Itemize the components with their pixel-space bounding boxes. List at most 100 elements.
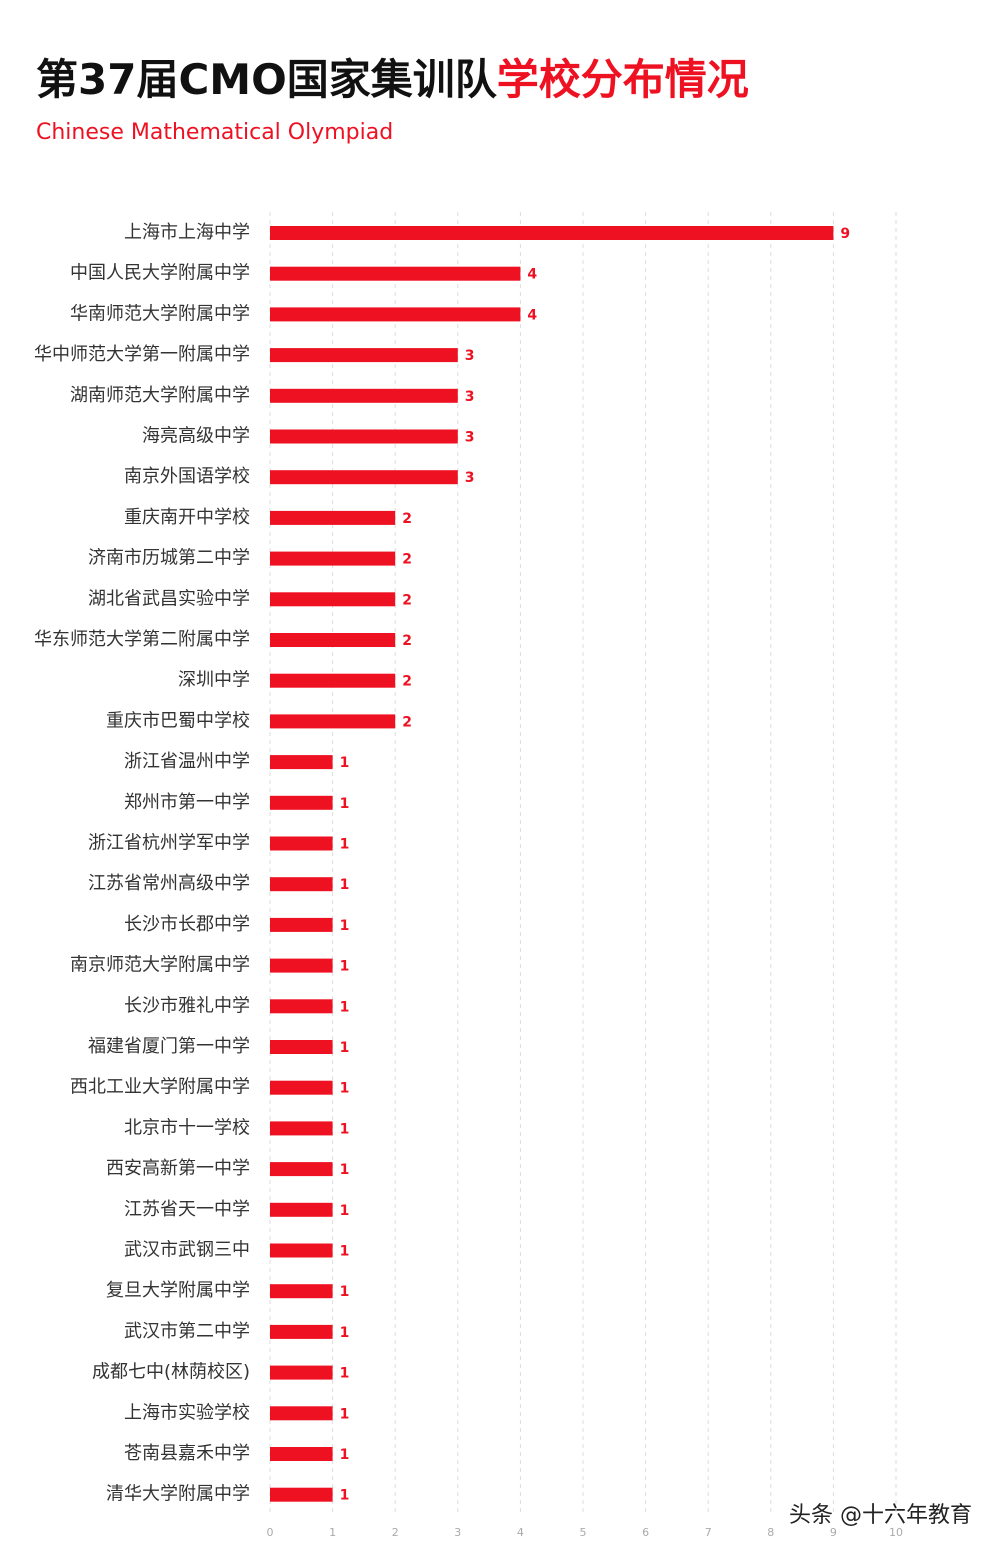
category-label: 武汉市第二中学 [124, 1321, 250, 1342]
category-label: 西安高新第一中学 [106, 1158, 250, 1179]
x-tick-label: 9 [830, 1526, 837, 1539]
bar [270, 1487, 333, 1502]
x-tick-label: 2 [392, 1526, 399, 1539]
category-label: 深圳中学 [178, 670, 250, 691]
bar [270, 1365, 333, 1380]
bar [270, 592, 396, 607]
bar [270, 1284, 333, 1299]
x-tick-label: 6 [642, 1526, 649, 1539]
bar [270, 877, 333, 892]
value-label: 4 [527, 267, 537, 283]
title-part: 学校分布情况 [497, 55, 749, 104]
value-label: 1 [340, 1081, 350, 1097]
category-label: 湖北省武昌实验中学 [88, 588, 250, 609]
bar [270, 1243, 333, 1258]
bar [270, 429, 458, 444]
value-label: 1 [340, 1040, 350, 1056]
bar [270, 1406, 333, 1421]
bar [270, 1121, 333, 1136]
value-label: 1 [340, 1284, 350, 1300]
bar [270, 266, 521, 281]
value-label: 1 [340, 1203, 350, 1219]
watermark: 头条 @十六年教育 [789, 1503, 972, 1528]
bar [270, 1324, 333, 1339]
value-label: 2 [402, 511, 412, 527]
value-label: 1 [340, 1162, 350, 1178]
category-label: 济南市历城第二中学 [88, 548, 250, 569]
x-tick-label: 10 [889, 1526, 903, 1539]
value-label: 3 [465, 389, 475, 405]
bar [270, 1162, 333, 1177]
bar [270, 510, 396, 525]
chart-title: 第37届CMO国家集训队学校分布情况 [36, 55, 749, 104]
bar [270, 714, 396, 729]
category-label: 浙江省温州中学 [124, 751, 250, 772]
x-tick-label: 1 [329, 1526, 336, 1539]
bar [270, 755, 333, 770]
value-label: 1 [340, 755, 350, 771]
bar [270, 551, 396, 566]
bar [270, 1447, 333, 1461]
x-tick-label: 5 [580, 1526, 587, 1539]
value-label: 1 [340, 1244, 350, 1260]
value-label: 9 [840, 226, 850, 242]
bar [270, 795, 333, 810]
bar [270, 348, 458, 363]
category-label: 北京市十一学校 [124, 1117, 250, 1138]
category-label: 复旦大学附属中学 [106, 1280, 250, 1301]
bar [270, 226, 834, 240]
bar [270, 1202, 333, 1217]
value-label: 3 [465, 430, 475, 446]
bar [270, 999, 333, 1014]
category-label: 福建省厦门第一中学 [88, 1036, 250, 1057]
value-label: 1 [340, 918, 350, 934]
value-label: 1 [340, 1325, 350, 1341]
category-label: 江苏省天一中学 [124, 1199, 250, 1220]
category-label: 重庆市巴蜀中学校 [106, 710, 250, 731]
category-label: 南京师范大学附属中学 [70, 955, 250, 976]
bar [270, 917, 333, 932]
category-label: 南京外国语学校 [124, 466, 250, 487]
category-label: 浙江省杭州学军中学 [88, 833, 250, 854]
bar [270, 836, 333, 851]
category-label: 上海市实验学校 [124, 1402, 250, 1423]
x-tick-label: 0 [267, 1526, 274, 1539]
bar [270, 307, 521, 322]
value-label: 1 [340, 877, 350, 893]
value-label: 2 [402, 674, 412, 690]
value-label: 1 [340, 796, 350, 812]
category-label: 华东师范大学第二附属中学 [34, 629, 250, 650]
category-label: 华中师范大学第一附属中学 [34, 344, 250, 365]
value-label: 2 [402, 633, 412, 649]
category-label: 重庆南开中学校 [124, 507, 250, 528]
category-label: 中国人民大学附属中学 [70, 263, 250, 284]
category-label: 华南师范大学附属中学 [70, 303, 250, 324]
category-label: 郑州市第一中学 [124, 792, 250, 813]
category-label: 上海市上海中学 [124, 222, 250, 243]
value-label: 1 [340, 1488, 350, 1504]
value-label: 1 [340, 959, 350, 975]
bar [270, 1080, 333, 1095]
x-tick-label: 4 [517, 1526, 524, 1539]
category-label: 长沙市雅礼中学 [124, 995, 250, 1016]
value-label: 1 [340, 1366, 350, 1382]
subtitle: Chinese Mathematical Olympiad [36, 120, 393, 145]
value-label: 3 [465, 470, 475, 486]
value-label: 1 [340, 999, 350, 1015]
category-label: 江苏省常州高级中学 [88, 873, 250, 894]
value-label: 2 [402, 552, 412, 568]
x-tick-label: 7 [705, 1526, 712, 1539]
category-label: 成都七中(林荫校区) [92, 1362, 250, 1383]
bar [270, 673, 396, 688]
value-label: 1 [340, 1406, 350, 1422]
title-part: 第37届CMO国家集训队 [36, 55, 498, 104]
value-label: 1 [340, 1121, 350, 1137]
category-label: 武汉市武钢三中 [124, 1240, 250, 1261]
category-label: 湖南师范大学附属中学 [70, 385, 250, 406]
bar [270, 470, 458, 485]
value-label: 3 [465, 348, 475, 364]
value-label: 2 [402, 592, 412, 608]
value-label: 2 [402, 714, 412, 730]
category-label: 苍南县嘉禾中学 [124, 1443, 250, 1464]
